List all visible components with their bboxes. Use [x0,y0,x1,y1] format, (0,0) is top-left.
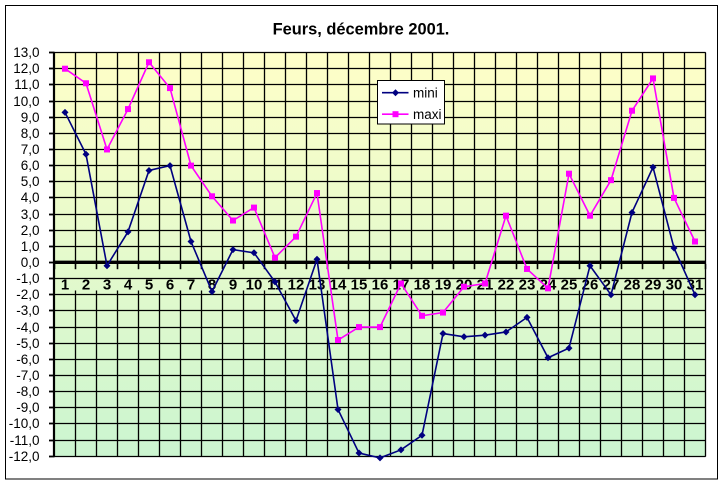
svg-text:-5,0: -5,0 [16,336,39,351]
svg-text:9: 9 [229,276,237,293]
svg-text:1,0: 1,0 [21,239,40,254]
svg-text:30: 30 [666,276,683,293]
svg-text:28: 28 [624,276,641,293]
svg-text:-1,0: -1,0 [16,271,39,286]
svg-text:2,0: 2,0 [21,223,40,238]
svg-text:-6,0: -6,0 [16,352,39,367]
svg-text:3,0: 3,0 [21,207,40,222]
svg-text:19: 19 [435,276,452,293]
svg-text:2: 2 [82,276,90,293]
svg-text:8,0: 8,0 [21,126,40,141]
svg-text:-3,0: -3,0 [16,303,39,318]
svg-text:23: 23 [519,276,536,293]
svg-text:mini: mini [413,85,438,100]
svg-text:29: 29 [645,276,662,293]
svg-text:31: 31 [687,276,704,293]
svg-text:6: 6 [166,276,174,293]
svg-text:1: 1 [61,276,69,293]
svg-text:-2,0: -2,0 [16,287,39,302]
svg-text:12: 12 [288,276,305,293]
svg-text:10: 10 [246,276,263,293]
svg-text:maxi: maxi [413,107,442,122]
svg-text:8: 8 [208,276,216,293]
svg-text:-4,0: -4,0 [16,320,39,335]
svg-text:Feurs, décembre 2001.: Feurs, décembre 2001. [273,21,450,39]
svg-text:9,0: 9,0 [21,110,40,125]
svg-text:22: 22 [498,276,515,293]
svg-text:25: 25 [561,276,578,293]
svg-text:6,0: 6,0 [21,158,40,173]
svg-text:27: 27 [603,276,620,293]
svg-text:18: 18 [414,276,431,293]
svg-text:-11,0: -11,0 [10,433,40,448]
svg-text:5: 5 [145,276,153,293]
svg-text:5,0: 5,0 [21,174,40,189]
svg-text:10,0: 10,0 [13,94,39,109]
svg-text:4: 4 [124,276,133,293]
svg-text:0,0: 0,0 [21,255,40,270]
svg-text:7: 7 [187,276,195,293]
svg-text:4,0: 4,0 [21,190,40,205]
svg-text:13,0: 13,0 [13,45,39,60]
svg-text:-9,0: -9,0 [16,400,39,415]
svg-text:-12,0: -12,0 [9,449,40,464]
svg-text:15: 15 [351,276,368,293]
svg-text:11,0: 11,0 [14,77,39,92]
svg-text:-8,0: -8,0 [16,384,39,399]
svg-text:3: 3 [103,276,111,293]
svg-text:12,0: 12,0 [13,61,39,76]
svg-text:-7,0: -7,0 [16,368,39,383]
svg-text:16: 16 [372,276,389,293]
svg-text:13: 13 [309,276,326,293]
svg-text:-10,0: -10,0 [9,416,40,431]
svg-text:7,0: 7,0 [21,142,40,157]
svg-text:14: 14 [330,276,347,293]
